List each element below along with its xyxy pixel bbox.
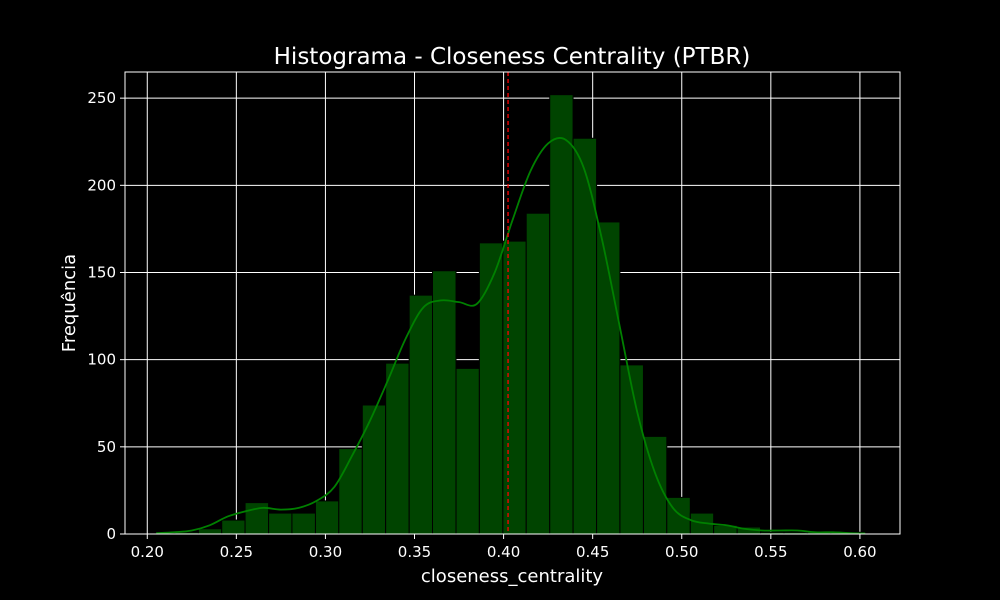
kde-curve-group: [156, 137, 866, 535]
histogram-bar: [197, 528, 223, 535]
x-tick-label: 0.20: [131, 543, 164, 561]
x-tick-label: 0.30: [309, 543, 342, 561]
plot-area: [124, 71, 901, 535]
y-tick-label: 100: [87, 351, 116, 369]
histogram-bar: [291, 512, 316, 535]
histogram-bar: [268, 512, 293, 535]
x-tick-label: 0.60: [843, 543, 876, 561]
histogram-bar: [314, 500, 340, 535]
y-tick-label: 150: [87, 263, 116, 281]
y-axis-label: Frequência: [59, 254, 80, 352]
histogram-bar: [338, 448, 363, 535]
y-tick-label: 50: [97, 438, 116, 456]
x-tick-label: 0.50: [665, 543, 698, 561]
x-tick-label: 0.25: [220, 543, 253, 561]
y-axis-ticks: 0 50 100 150 200 250: [87, 89, 125, 543]
histogram-bar: [408, 294, 434, 535]
histogram-bar: [455, 367, 480, 535]
x-tick-label: 0.40: [487, 543, 520, 561]
histogram-bar: [549, 94, 574, 535]
x-tick-label: 0.45: [576, 543, 609, 561]
histogram-bar: [221, 519, 246, 535]
x-axis-label: closeness_centrality: [421, 566, 604, 587]
axes-frame: [124, 71, 901, 535]
x-tick-label: 0.35: [398, 543, 431, 561]
histogram-bar: [432, 270, 457, 535]
x-tick-label: 0.55: [754, 543, 787, 561]
y-tick-label: 0: [106, 525, 116, 543]
histogram-bar: [478, 242, 504, 535]
histogram-bar: [361, 404, 387, 535]
chart-title: Histograma - Closeness Centrality (PTBR): [274, 44, 751, 70]
y-tick-label: 200: [87, 176, 116, 194]
y-tick-label: 250: [87, 89, 116, 107]
histogram-bar: [525, 212, 551, 535]
kde-curve: [156, 137, 866, 535]
x-axis-ticks: 0.20 0.25 0.30 0.35 0.40 0.45 0.50 0.55 0.60: [131, 534, 877, 561]
histogram-bar: [385, 362, 410, 535]
histogram-bar: [502, 240, 527, 535]
